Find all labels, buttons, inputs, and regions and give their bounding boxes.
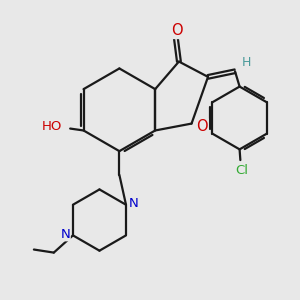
Text: HO: HO (42, 120, 62, 133)
Text: O: O (171, 23, 183, 38)
Text: N: N (60, 228, 70, 241)
Text: H: H (242, 56, 251, 69)
Text: N: N (129, 197, 139, 210)
Text: Cl: Cl (235, 164, 248, 177)
Text: O: O (196, 119, 208, 134)
